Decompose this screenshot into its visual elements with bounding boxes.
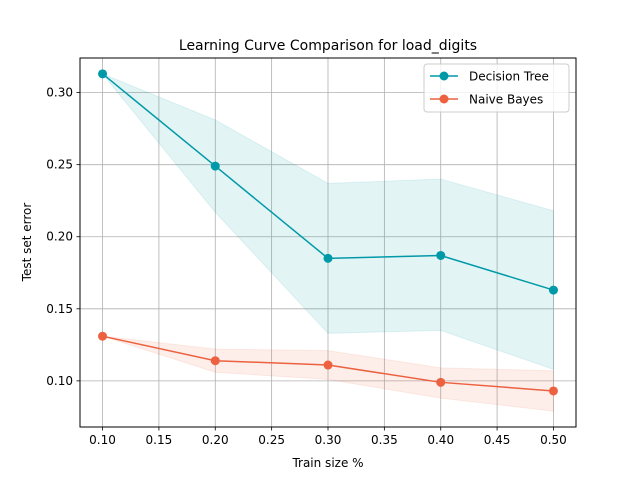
decision-tree-point (548, 285, 558, 295)
naive-bayes-point (436, 377, 446, 387)
decision-tree-point (436, 250, 446, 260)
x-tick-label: 0.15 (146, 433, 173, 447)
legend-marker-naive-bayes (439, 94, 449, 104)
y-tick-label: 0.30 (46, 86, 73, 100)
legend-marker-decision-tree (439, 71, 449, 81)
grid-lines (80, 58, 576, 427)
x-tick-label: 0.40 (427, 433, 454, 447)
x-axis-ticks: 0.10 0.15 0.20 0.25 0.30 0.35 0.40 0.45 0.50 (89, 427, 567, 447)
decision-tree-point (323, 253, 333, 263)
naive-bayes-point (210, 356, 220, 366)
y-tick-label: 0.25 (46, 158, 73, 172)
y-tick-label: 0.20 (46, 230, 73, 244)
series-points (98, 69, 558, 396)
y-axis-ticks: 0.10 0.15 0.20 0.25 0.30 (46, 86, 80, 388)
decision-tree-point (98, 69, 108, 79)
decision-tree-point (210, 161, 220, 171)
y-tick-label: 0.15 (46, 302, 73, 316)
chart-title: Learning Curve Comparison for load_digit… (179, 38, 477, 54)
x-tick-label: 0.25 (258, 433, 285, 447)
legend-label-naive-bayes: Naive Bayes (469, 93, 543, 107)
x-axis-label: Train size % (291, 456, 363, 470)
legend: Decision Tree Naive Bayes (423, 63, 570, 113)
naive-bayes-point (323, 360, 333, 370)
y-tick-label: 0.10 (46, 374, 73, 388)
naive-bayes-point (98, 331, 108, 341)
y-axis-label: Test set error (20, 203, 34, 283)
x-tick-label: 0.50 (540, 433, 567, 447)
x-tick-label: 0.10 (89, 433, 116, 447)
legend-box (423, 63, 570, 113)
confidence-bands (102, 73, 554, 412)
x-tick-label: 0.20 (202, 433, 229, 447)
x-tick-label: 0.45 (484, 433, 511, 447)
x-tick-label: 0.30 (315, 433, 342, 447)
legend-label-decision-tree: Decision Tree (469, 70, 549, 84)
x-tick-label: 0.35 (371, 433, 398, 447)
naive-bayes-point (548, 386, 558, 396)
